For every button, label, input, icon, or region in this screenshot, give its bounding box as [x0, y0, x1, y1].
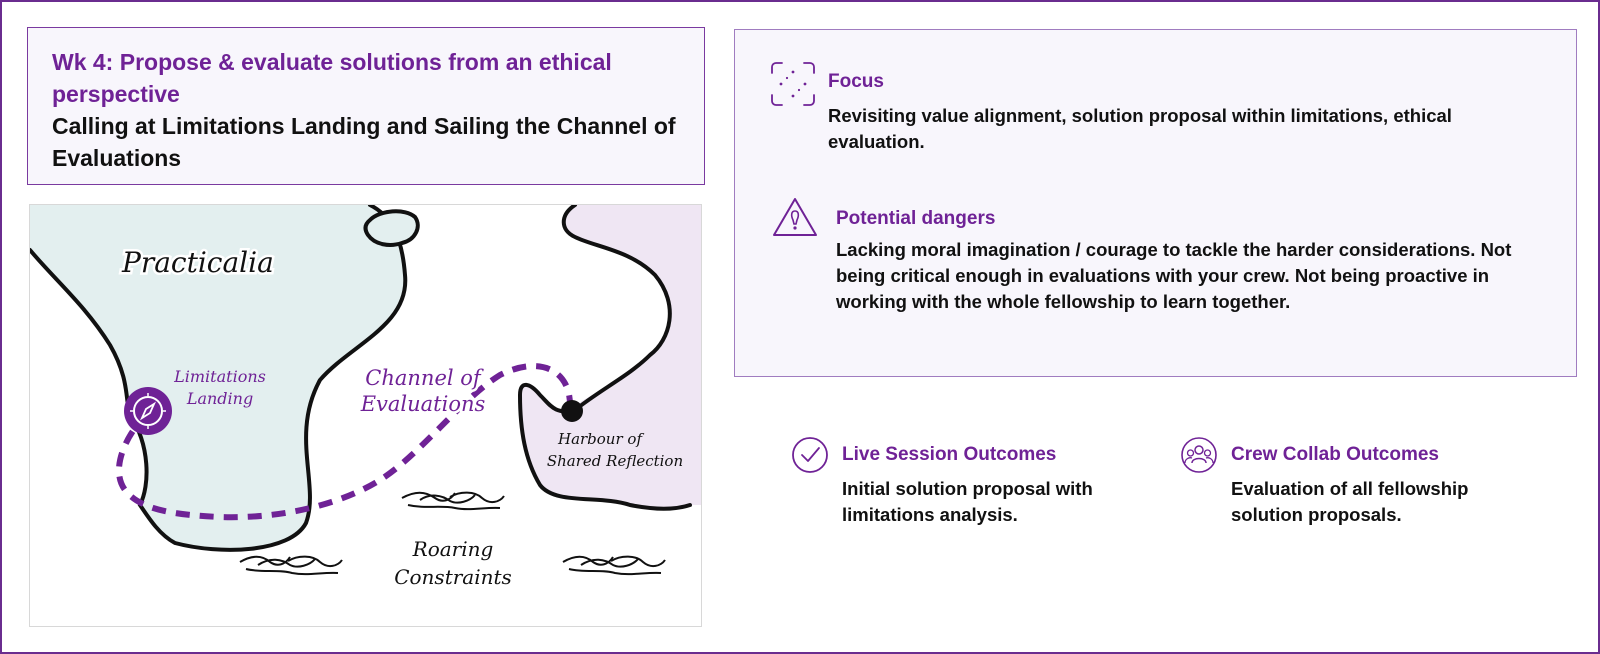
label-limitations-2: Landing [186, 389, 253, 408]
crew-outcomes-body: Evaluation of all fellowship solution pr… [1231, 478, 1469, 525]
live-session-outcomes: Live Session Outcomes Initial solution p… [791, 436, 1121, 536]
label-channel-1: Channel of [365, 366, 484, 390]
week-header-card: Wk 4: Propose & evaluate solutions from … [27, 27, 705, 185]
practicalia-land [30, 205, 406, 550]
label-practicalia: Practicalia [121, 246, 274, 279]
crew-collab-outcomes: Crew Collab Outcomes Evaluation of all f… [1180, 436, 1510, 536]
dangers-body: Lacking moral imagination / courage to t… [836, 239, 1512, 312]
harbour-land [520, 205, 701, 509]
crew-outcomes-title: Crew Collab Outcomes [1231, 444, 1439, 465]
week-subtitle: Calling at Limitations Landing and Saili… [52, 113, 676, 171]
dangers-title: Potential dangers [836, 208, 996, 229]
check-circle-icon [792, 437, 828, 473]
wave-glyph-left [239, 555, 343, 576]
label-harbour-2: Shared Reflection [547, 452, 683, 470]
harbour-coast [517, 205, 692, 511]
wave-glyph-right [562, 555, 666, 576]
sailing-route [116, 363, 573, 521]
limitations-landing-marker [124, 387, 172, 435]
focus-body: Revisiting value alignment, solution pro… [828, 105, 1452, 152]
harbour-marker [561, 400, 583, 422]
focus-dangers-card: Focus Revisiting value alignment, soluti… [734, 29, 1577, 377]
label-roaring-2: Constraints [394, 565, 512, 589]
week-title: Wk 4: Propose & evaluate solutions from … [52, 49, 612, 107]
small-island [363, 209, 420, 247]
warning-triangle-icon [773, 198, 817, 236]
label-roaring-1: Roaring [412, 537, 494, 561]
label-channel-2: Evaluations [360, 392, 486, 416]
practicalia-coast [30, 205, 408, 552]
group-icon [1181, 437, 1217, 473]
label-limitations-1: Limitations [173, 367, 266, 386]
voyage-map: Practicalia Limitations Landing Channel … [29, 204, 702, 627]
focus-title: Focus [828, 71, 884, 92]
wave-glyph-center [401, 491, 505, 511]
live-outcomes-title: Live Session Outcomes [842, 444, 1057, 465]
label-harbour-1: Harbour of [557, 430, 644, 448]
focus-frame-icon [771, 62, 815, 106]
live-outcomes-body: Initial solution proposal with limitatio… [842, 478, 1093, 525]
